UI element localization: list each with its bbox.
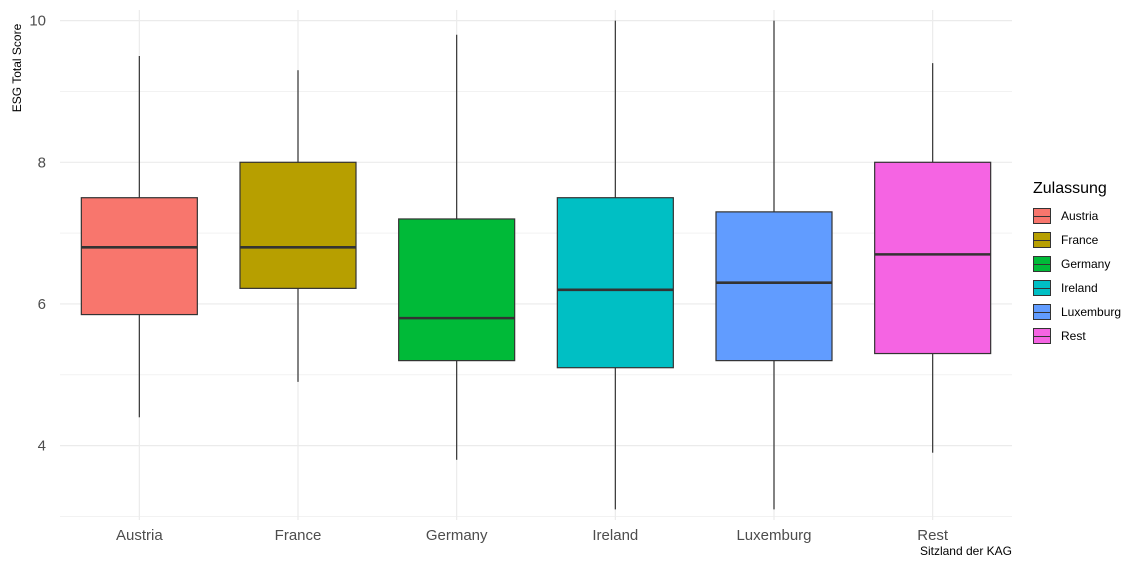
legend-label: Rest <box>1061 329 1086 343</box>
x-tick-labels: Austria France Germany Ireland Luxemburg Rest <box>116 527 949 544</box>
legend-label: Austria <box>1061 209 1099 223</box>
legend-item-rest: Rest <box>1033 324 1121 348</box>
legend-item-austria: Austria <box>1033 204 1121 228</box>
legend-key <box>1033 300 1051 324</box>
legend-item-germany: Germany <box>1033 252 1121 276</box>
x-tick-label: France <box>275 527 322 544</box>
box-iqr <box>874 161 992 355</box>
legend-label: Germany <box>1061 257 1111 271</box>
legend-title: Zulassung <box>1033 180 1107 197</box>
box-france <box>239 70 357 382</box>
box-iqr <box>239 161 357 289</box>
legend-key <box>1033 204 1051 228</box>
y-tick-label: 8 <box>38 154 46 171</box>
legend-key <box>1033 276 1051 300</box>
legend-key <box>1033 252 1051 276</box>
box-iqr <box>556 197 674 369</box>
box-germany <box>398 34 516 460</box>
grid-lines <box>60 10 1012 520</box>
x-tick-label: Austria <box>116 527 163 544</box>
box-luxemburg <box>715 20 833 510</box>
x-tick-label: Ireland <box>592 527 638 544</box>
legend: Zulassung Austria France Germany Ireland Lux… <box>1033 180 1121 348</box>
legend-key <box>1033 228 1051 252</box>
x-tick-label: Luxemburg <box>736 527 811 544</box>
box-iqr <box>398 218 516 362</box>
y-tick-labels: 4 6 8 10 <box>29 13 46 455</box>
legend-item-luxemburg: Luxemburg <box>1033 300 1121 324</box>
box-ireland <box>556 20 674 510</box>
x-tick-label: Germany <box>426 527 488 544</box>
y-tick-label: 6 <box>38 296 46 313</box>
legend-item-ireland: Ireland <box>1033 276 1121 300</box>
y-axis-title: ESG Total Score <box>10 23 24 112</box>
y-tick-label: 4 <box>38 438 46 455</box>
y-tick-label: 10 <box>29 13 46 30</box>
x-tick-label: Rest <box>917 527 949 544</box>
box-iqr <box>80 197 198 316</box>
legend-label: Ireland <box>1061 281 1098 295</box>
boxes <box>80 20 992 510</box>
box-iqr <box>715 211 833 362</box>
box-rest <box>874 63 992 453</box>
legend-key <box>1033 324 1051 348</box>
x-axis-title: Sitzland der KAG <box>920 544 1012 558</box>
legend-label: Luxemburg <box>1061 305 1122 319</box>
legend-label: France <box>1061 233 1099 247</box>
legend-item-france: France <box>1033 228 1121 252</box>
box-austria <box>80 56 198 418</box>
